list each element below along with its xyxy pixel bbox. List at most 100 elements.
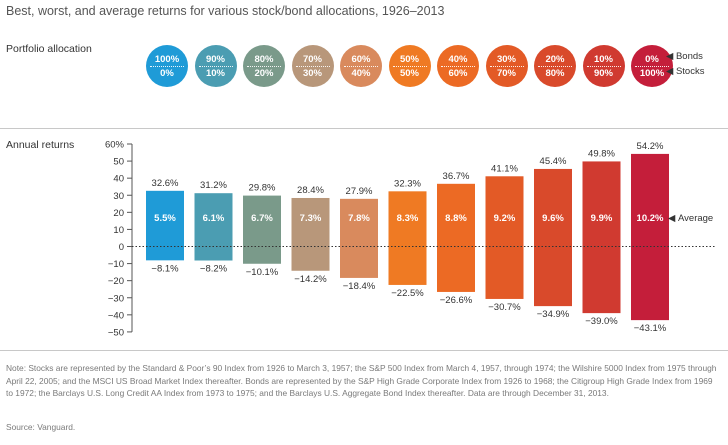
bonds-percent: 100% xyxy=(154,54,180,65)
stocks-percent: 80% xyxy=(545,68,565,79)
return-bar xyxy=(437,183,475,292)
legend-stocks: ◀ Stocks xyxy=(666,66,704,77)
average-return-label: 5.5% xyxy=(154,213,176,224)
average-return-label: 6.1% xyxy=(203,213,225,224)
chart-source: Source: Vanguard. xyxy=(6,422,76,432)
y-tick-label: −40 xyxy=(108,310,124,321)
worst-return-label: −8.2% xyxy=(200,264,228,275)
average-return-label: 8.3% xyxy=(397,213,419,224)
stocks-percent: 0% xyxy=(160,68,174,79)
worst-return-label: −26.6% xyxy=(440,295,473,306)
best-return-label: 29.8% xyxy=(249,183,276,194)
bonds-percent: 70% xyxy=(302,54,322,65)
bonds-percent: 40% xyxy=(448,54,468,65)
stocks-percent: 70% xyxy=(496,68,516,79)
legend-stocks-label: Stocks xyxy=(675,66,705,77)
return-bar xyxy=(534,168,572,307)
bonds-percent: 20% xyxy=(545,54,565,65)
allocation-circle: 0% 100% xyxy=(631,45,673,87)
best-return-label: 41.1% xyxy=(491,163,518,174)
stocks-percent: 100% xyxy=(639,68,665,79)
stocks-percent: 60% xyxy=(448,68,468,79)
y-tick-label: −20 xyxy=(108,276,124,287)
circle-divider xyxy=(392,66,427,67)
worst-return-label: −34.9% xyxy=(537,309,570,320)
allocation-circle: 70% 30% xyxy=(291,45,334,87)
y-tick-label: −30 xyxy=(108,293,124,304)
bonds-percent: 10% xyxy=(593,54,613,65)
average-return-label: 7.3% xyxy=(300,213,322,224)
allocation-circle: 10% 90% xyxy=(582,45,625,87)
y-tick-label: 0 xyxy=(119,242,124,253)
allocation-circle: 80% 20% xyxy=(243,45,285,87)
chart-note: Note: Stocks are represented by the Stan… xyxy=(6,363,717,398)
returns-bar-chart: 60% 50 40 30 20 10 0 −10 −20 −30 −40 −50 32.6% −8.1% 5… xyxy=(105,140,716,338)
allocation-circle: 60% 40% xyxy=(340,45,382,87)
best-return-label: 45.4% xyxy=(540,156,567,167)
return-bar xyxy=(631,153,669,321)
allocation-circle: 40% 60% xyxy=(437,45,479,87)
return-bar xyxy=(146,190,184,261)
allocation-circle: 30% 70% xyxy=(485,45,528,87)
stocks-percent: 50% xyxy=(399,68,419,79)
average-return-label: 7.8% xyxy=(348,213,370,224)
circle-divider xyxy=(295,66,330,67)
best-return-label: 36.7% xyxy=(443,171,470,182)
bonds-percent: 50% xyxy=(399,54,419,65)
return-bar xyxy=(194,193,233,261)
return-bar xyxy=(388,191,427,285)
average-return-label: 10.2% xyxy=(637,213,664,224)
best-return-label: 31.2% xyxy=(200,180,227,191)
best-return-label: 28.4% xyxy=(297,185,324,196)
return-bar xyxy=(582,161,621,314)
y-tick-label: 30 xyxy=(113,191,124,202)
worst-return-label: −22.5% xyxy=(391,288,424,299)
worst-return-label: −14.2% xyxy=(294,274,327,285)
legend-bonds: ◀ Bonds xyxy=(666,51,703,62)
average-return-label: 9.9% xyxy=(591,213,613,224)
allocation-circle: 100% 0% xyxy=(146,45,188,87)
circle-divider xyxy=(586,66,621,67)
circle-divider xyxy=(538,66,572,67)
legend-bonds-label: Bonds xyxy=(675,51,703,62)
circle-divider xyxy=(344,66,378,67)
circle-divider xyxy=(198,66,233,67)
y-tick-label: 60% xyxy=(105,140,125,151)
best-return-label: 49.8% xyxy=(588,148,615,159)
bonds-percent: 0% xyxy=(645,54,659,65)
section-divider-bottom xyxy=(0,350,728,351)
circle-divider xyxy=(441,66,475,67)
allocation-circle: 20% 80% xyxy=(534,45,576,87)
circle-divider xyxy=(150,66,184,67)
y-tick-label: −50 xyxy=(108,327,124,338)
stocks-percent: 90% xyxy=(593,68,613,79)
best-return-label: 27.9% xyxy=(346,186,373,197)
y-tick-label: 20 xyxy=(113,208,124,219)
bonds-percent: 80% xyxy=(254,54,274,65)
average-return-label: 9.6% xyxy=(542,213,564,224)
bonds-percent: 90% xyxy=(205,54,225,65)
stocks-percent: 40% xyxy=(351,68,371,79)
allocation-circle: 90% 10% xyxy=(194,45,237,87)
best-return-label: 54.2% xyxy=(637,141,664,152)
return-bar xyxy=(485,176,524,299)
portfolio-allocation-label: Portfolio allocation xyxy=(6,43,92,55)
annual-returns-label: Annual returns xyxy=(6,139,75,151)
legend-bonds-marker: ◀ xyxy=(666,51,674,62)
y-tick-label: 50 xyxy=(113,157,124,168)
stocks-percent: 20% xyxy=(254,68,274,79)
worst-return-label: −18.4% xyxy=(343,281,376,292)
best-return-label: 32.6% xyxy=(152,178,179,189)
circle-divider xyxy=(635,66,669,67)
average-return-label: 8.8% xyxy=(445,213,467,224)
legend-stocks-marker: ◀ xyxy=(666,66,674,77)
worst-return-label: −39.0% xyxy=(585,316,618,327)
average-return-label: 9.2% xyxy=(494,213,516,224)
y-tick-label: 40 xyxy=(113,174,124,185)
y-tick-label: −10 xyxy=(108,259,124,270)
chart-title: Best, worst, and average returns for var… xyxy=(6,4,445,18)
best-return-label: 32.3% xyxy=(394,178,421,189)
average-marker: ◀ xyxy=(668,213,676,224)
worst-return-label: −43.1% xyxy=(634,323,667,334)
section-divider-top xyxy=(0,128,728,129)
